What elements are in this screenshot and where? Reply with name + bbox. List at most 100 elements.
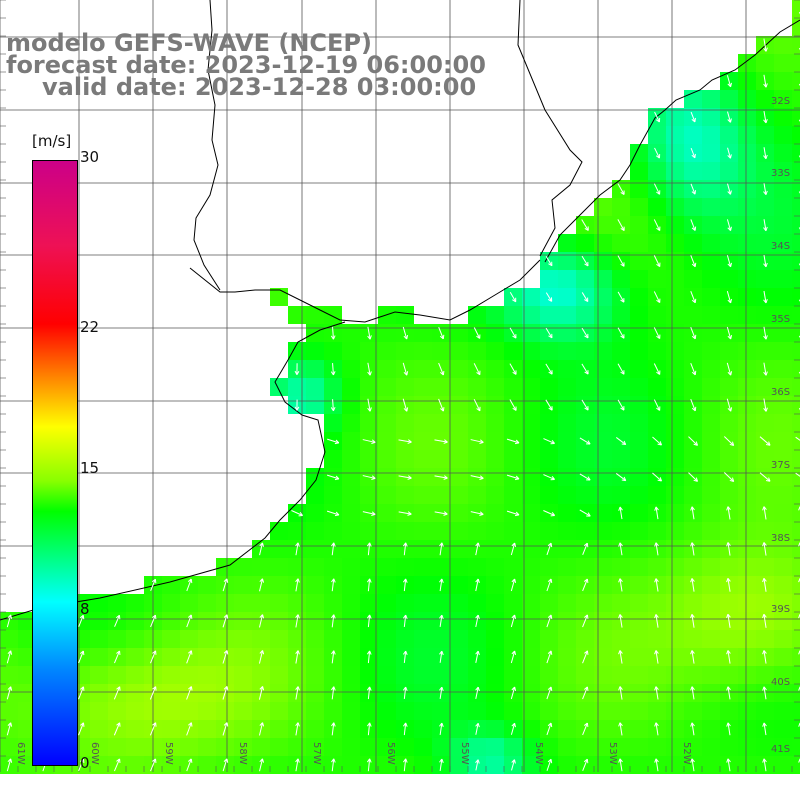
wind-arrow bbox=[149, 686, 157, 700]
speed-cell bbox=[792, 522, 800, 540]
wind-arrow bbox=[150, 758, 157, 772]
wind-arrow bbox=[473, 398, 481, 412]
wind-arrow bbox=[615, 437, 627, 446]
speed-cell bbox=[774, 540, 792, 558]
speed-cell bbox=[792, 324, 800, 342]
speed-cell bbox=[648, 738, 666, 756]
speed-cell bbox=[450, 756, 468, 774]
speed-cell bbox=[558, 342, 576, 360]
speed-cell bbox=[504, 630, 522, 648]
speed-cell bbox=[288, 702, 306, 720]
speed-cell bbox=[774, 90, 792, 108]
wind-arrow bbox=[258, 686, 265, 700]
speed-cell bbox=[432, 378, 450, 396]
speed-cell bbox=[792, 468, 800, 486]
speed-cell bbox=[108, 666, 126, 684]
speed-cell bbox=[486, 342, 504, 360]
wind-arrow bbox=[113, 758, 121, 772]
wind-arrow bbox=[510, 722, 517, 735]
speed-cell bbox=[540, 594, 558, 612]
speed-cell bbox=[720, 234, 738, 252]
speed-cell bbox=[270, 630, 288, 648]
speed-cell bbox=[540, 702, 558, 720]
wind-arrow bbox=[439, 722, 444, 735]
speed-cell bbox=[576, 234, 594, 252]
speed-cell bbox=[702, 612, 720, 630]
speed-cell bbox=[738, 54, 756, 72]
wind-arrow bbox=[545, 399, 553, 411]
speed-cell bbox=[594, 450, 612, 468]
speed-cell bbox=[378, 450, 396, 468]
wind-arrow bbox=[366, 722, 372, 736]
lat-lon-grid bbox=[0, 0, 800, 772]
speed-cell bbox=[342, 450, 360, 468]
speed-cell bbox=[288, 738, 306, 756]
speed-cell bbox=[738, 378, 756, 396]
speed-cell bbox=[198, 594, 216, 612]
wind-arrow bbox=[690, 219, 697, 231]
speed-cell bbox=[648, 306, 666, 324]
speed-cell bbox=[612, 414, 630, 432]
speed-cell bbox=[630, 720, 648, 738]
wind-arrow bbox=[654, 578, 659, 592]
wind-arrow bbox=[366, 614, 372, 628]
speed-cell bbox=[774, 702, 792, 720]
speed-cell bbox=[738, 738, 756, 756]
wind-arrow bbox=[222, 578, 229, 592]
wind-arrow bbox=[402, 578, 408, 592]
latitude-label: 40S bbox=[771, 677, 790, 688]
speed-cell bbox=[738, 540, 756, 558]
speed-cell bbox=[756, 630, 774, 648]
wind-arrow bbox=[186, 614, 193, 628]
wind-arrow bbox=[362, 439, 376, 444]
speed-cell bbox=[774, 612, 792, 630]
speed-cell bbox=[630, 216, 648, 234]
wind-arrow bbox=[222, 614, 229, 628]
speed-cell bbox=[738, 198, 756, 216]
wind-arrow bbox=[579, 437, 591, 445]
speed-cell bbox=[198, 630, 216, 648]
speed-cell bbox=[558, 540, 576, 558]
speed-cell bbox=[594, 198, 612, 216]
speed-cell bbox=[594, 504, 612, 522]
wind-arrow bbox=[545, 327, 553, 339]
speed-cell bbox=[774, 468, 792, 486]
speed-cell bbox=[162, 648, 180, 666]
wind-arrow bbox=[402, 398, 409, 412]
speed-cell bbox=[756, 90, 774, 108]
speed-cell bbox=[702, 378, 720, 396]
wind-arrow bbox=[330, 399, 336, 412]
speed-cell bbox=[774, 576, 792, 594]
wind-arrow bbox=[652, 436, 662, 446]
wind-arrow bbox=[690, 111, 696, 123]
speed-cell bbox=[558, 486, 576, 504]
speed-cell bbox=[774, 234, 792, 252]
speed-cell bbox=[792, 738, 800, 756]
wind-arrow bbox=[582, 614, 589, 628]
speed-cell bbox=[270, 756, 288, 774]
speed-cell bbox=[684, 558, 702, 576]
speed-cell bbox=[414, 324, 432, 342]
wind-arrow bbox=[186, 758, 193, 772]
speed-cell bbox=[522, 378, 540, 396]
speed-cell bbox=[594, 756, 612, 774]
wind-arrow bbox=[618, 758, 623, 772]
speed-cell bbox=[684, 270, 702, 288]
speed-cell bbox=[360, 558, 378, 576]
speed-cell bbox=[594, 468, 612, 486]
speed-cell bbox=[126, 720, 144, 738]
wind-arrow bbox=[291, 510, 303, 517]
speed-cell bbox=[666, 504, 684, 522]
speed-cell bbox=[414, 396, 432, 414]
speed-cell bbox=[792, 0, 800, 18]
wind-arrow bbox=[510, 650, 517, 664]
forecast-date: forecast date: 2023-12-19 06:00:00 bbox=[6, 51, 486, 79]
speed-cell bbox=[792, 360, 800, 378]
speed-cell bbox=[756, 702, 774, 720]
wind-arrow bbox=[654, 650, 659, 664]
wind-arrow bbox=[475, 759, 480, 771]
speed-cell bbox=[720, 342, 738, 360]
wind-arrow bbox=[295, 686, 300, 700]
speed-cell bbox=[288, 306, 306, 324]
speed-cell bbox=[486, 630, 504, 648]
